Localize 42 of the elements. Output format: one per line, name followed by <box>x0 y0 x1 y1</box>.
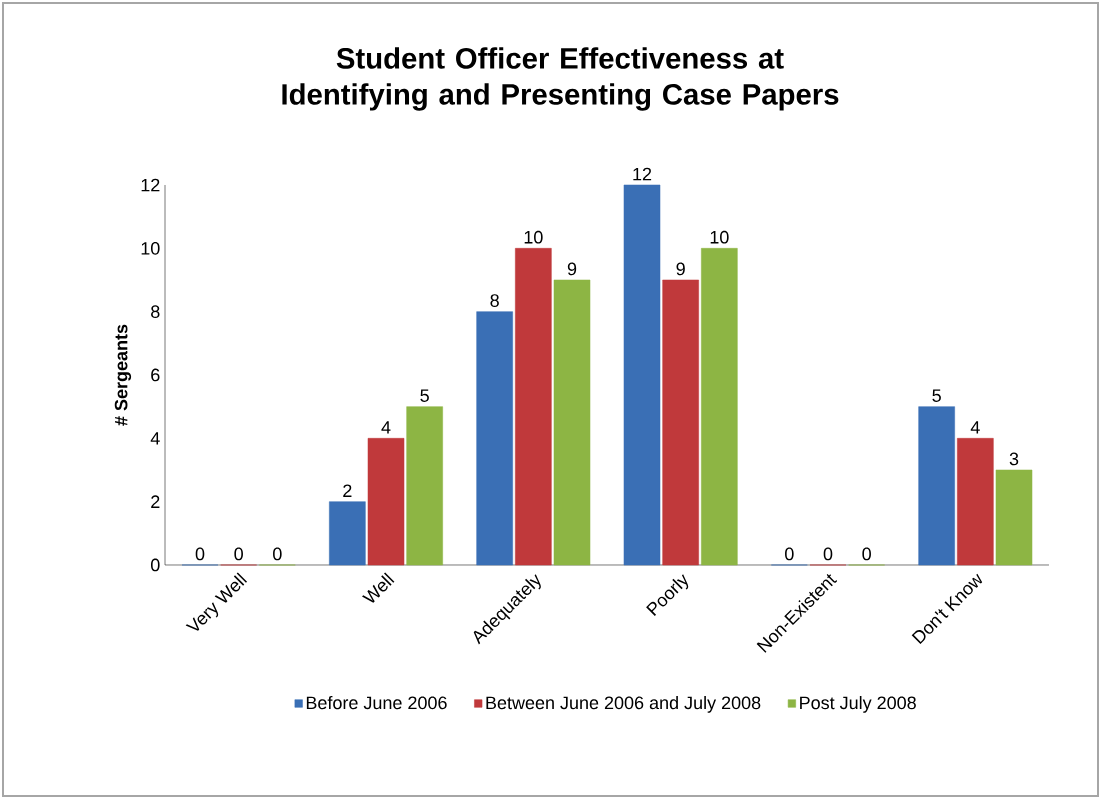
y-tick-label: 12 <box>141 178 160 192</box>
data-label: 2 <box>343 484 352 497</box>
bar <box>957 438 994 566</box>
data-label: 10 <box>710 230 729 244</box>
y-tick-label: 0 <box>150 558 160 572</box>
bar <box>329 501 366 566</box>
data-label: 3 <box>1009 452 1019 466</box>
bar <box>995 469 1033 566</box>
bar <box>701 248 738 566</box>
data-label: 5 <box>932 389 941 402</box>
bar <box>662 279 699 566</box>
data-label: 9 <box>676 262 685 276</box>
bar <box>918 406 955 566</box>
data-label: 0 <box>785 547 794 561</box>
y-tick-label: 4 <box>150 432 160 445</box>
data-label: 5 <box>420 389 429 402</box>
data-label: 10 <box>524 230 543 244</box>
legend-label: Between June 2006 and July 2008 <box>486 695 761 713</box>
data-label: 0 <box>195 547 205 561</box>
y-tick-label: 6 <box>151 368 160 382</box>
legend-label: Before June 2006 <box>306 695 447 710</box>
y-tick-label: 8 <box>151 305 160 319</box>
chart-title: Student Officer Effectiveness at Identifying and Presenting Case Papers <box>282 47 839 111</box>
bar <box>476 311 513 566</box>
data-label: 0 <box>273 547 282 561</box>
legend-label: Post July 2008 <box>800 695 916 713</box>
y-tick-label: 10 <box>141 241 160 255</box>
data-label: 12 <box>633 167 652 181</box>
bar <box>515 248 552 566</box>
bar <box>406 406 443 566</box>
data-label: 9 <box>567 262 577 276</box>
data-label: 8 <box>490 294 499 307</box>
data-label: 4 <box>381 421 391 434</box>
data-label: 4 <box>970 421 980 434</box>
y-axis-title: # Sergeants <box>114 324 132 426</box>
data-label: 0 <box>823 547 833 561</box>
data-label: 0 <box>862 547 871 561</box>
bar <box>623 184 661 566</box>
data-label: 0 <box>234 547 243 561</box>
bar <box>553 279 591 566</box>
bar <box>367 438 405 566</box>
y-tick-label: 2 <box>151 495 160 508</box>
